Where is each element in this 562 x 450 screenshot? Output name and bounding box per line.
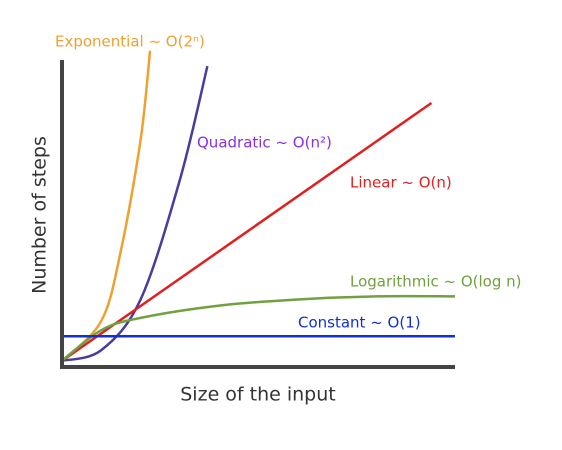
series-line: [61, 50, 152, 362]
series-label: Logarithmic ~ O(log n): [350, 273, 522, 291]
series-label: Linear ~ O(n): [350, 174, 452, 192]
series-line: [61, 65, 209, 363]
x-axis-title: Size of the input: [180, 384, 336, 406]
series-label: Exponential ~ O(2ⁿ): [55, 33, 205, 51]
series-line: [61, 294, 456, 362]
series-label: Constant ~ O(1): [298, 314, 421, 332]
y-axis-title: Number of steps: [29, 136, 51, 294]
series-label: Quadratic ~ O(n²): [197, 134, 332, 152]
